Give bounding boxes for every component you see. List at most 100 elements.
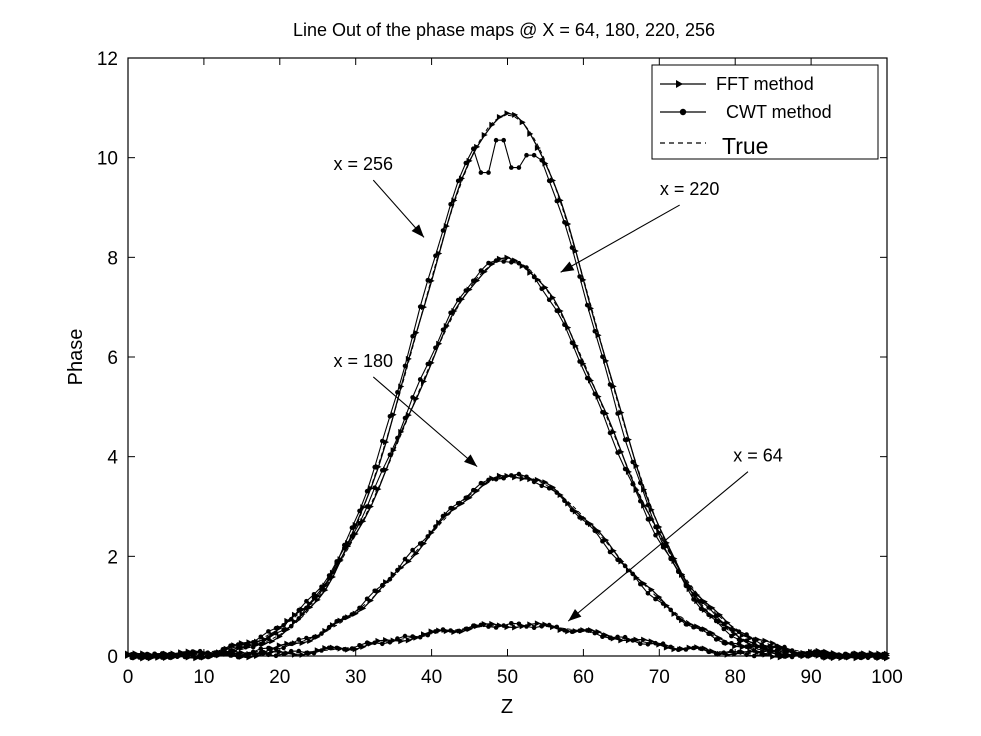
cwt-point: [660, 641, 666, 646]
fft-point: [421, 631, 428, 638]
cwt-point: [698, 646, 704, 651]
fft-point: [732, 631, 739, 638]
cwt-point: [584, 520, 590, 526]
cwt-point: [266, 629, 271, 634]
fft-point: [223, 650, 230, 657]
cwt-point: [706, 605, 711, 610]
cwt-point: [812, 652, 818, 658]
fft-point: [284, 617, 291, 624]
cwt-point: [455, 628, 461, 634]
cwt-point: [509, 621, 514, 626]
fft-point: [762, 645, 769, 652]
fft-point: [610, 428, 617, 435]
cwt-point: [668, 644, 673, 650]
cwt-point: [357, 521, 362, 526]
cwt-point: [402, 415, 408, 421]
cwt-point: [630, 459, 635, 465]
y-tick-label: 2: [107, 547, 118, 568]
x-tick-label: 60: [573, 667, 594, 688]
annotation-label: x = 64: [733, 446, 783, 466]
fft-point: [162, 650, 169, 657]
cwt-point: [691, 592, 696, 597]
fft-point: [474, 143, 481, 150]
cwt-point: [296, 637, 302, 642]
cwt-point: [600, 354, 605, 360]
fft-point: [534, 144, 541, 151]
cwt-point: [175, 652, 180, 658]
cwt-point: [281, 623, 286, 628]
cwt-point: [281, 627, 286, 633]
cwt-point: [395, 567, 400, 573]
cwt-point: [395, 390, 400, 395]
cwt-point: [706, 612, 711, 618]
cwt-point: [258, 650, 264, 656]
cwt-point: [546, 178, 552, 184]
fft-point: [178, 652, 185, 659]
cwt-point: [607, 549, 613, 555]
legend: FFT method CWT method True: [651, 64, 879, 160]
x-tick-label: 30: [345, 667, 366, 688]
fft-point: [489, 121, 496, 128]
fft-point: [481, 268, 488, 275]
fft-point: [367, 503, 374, 510]
cwt-point: [706, 631, 711, 636]
cwt-point: [433, 253, 438, 259]
cwt-point: [524, 624, 529, 629]
cwt-point: [615, 411, 620, 416]
cwt-line: [131, 622, 884, 659]
cwt-point: [562, 220, 567, 225]
fft-point: [565, 500, 572, 507]
x-axis-title: Z: [501, 696, 513, 718]
cwt-point: [463, 160, 469, 166]
cwt-point: [455, 501, 461, 506]
cwt-point: [577, 274, 582, 279]
cwt-point: [843, 651, 848, 657]
cwt-point: [463, 495, 469, 501]
fft-point: [739, 649, 746, 656]
cwt-point: [326, 573, 332, 578]
fft-point: [269, 631, 276, 638]
fft-point: [572, 248, 579, 255]
fft-point: [656, 529, 663, 536]
fft-point: [383, 636, 390, 643]
cwt-point: [865, 654, 871, 660]
fft-point: [383, 466, 390, 473]
cwt-point: [873, 652, 878, 657]
cwt-point: [448, 310, 453, 316]
x-tick-label: 100: [871, 667, 903, 688]
cwt-point: [334, 619, 340, 624]
cwt-point: [493, 625, 499, 630]
cwt-point: [440, 627, 446, 632]
fft-point: [512, 111, 519, 118]
fft-point: [557, 308, 564, 315]
fft-point: [489, 620, 496, 627]
fft-point: [770, 644, 777, 651]
cwt-point: [129, 655, 135, 660]
cwt-point: [622, 634, 628, 640]
cwt-point: [569, 340, 575, 346]
fft-point: [861, 651, 868, 658]
cwt-point: [638, 641, 643, 647]
legend-cwt-marker: [679, 108, 687, 116]
cwt-point: [653, 640, 658, 646]
cwt-point: [744, 632, 749, 637]
fft-point: [580, 276, 587, 283]
cwt-point: [638, 498, 643, 504]
cwt-point: [334, 559, 340, 564]
cwt-point: [767, 644, 772, 649]
fft-point: [421, 304, 428, 311]
cwt-point: [493, 137, 499, 143]
fft-point: [884, 655, 890, 662]
cwt-point: [425, 534, 431, 539]
cwt-point: [387, 414, 393, 419]
cwt-point: [683, 647, 689, 652]
cwt-point: [736, 629, 742, 634]
cwt-point: [410, 395, 415, 400]
x-tick-label: 80: [725, 667, 746, 688]
fft-point: [557, 491, 564, 498]
series-220: [125, 254, 890, 661]
fft-point: [474, 623, 481, 630]
fft-point: [762, 637, 769, 644]
annotation-label: x = 220: [660, 179, 720, 199]
cwt-point: [600, 409, 605, 415]
